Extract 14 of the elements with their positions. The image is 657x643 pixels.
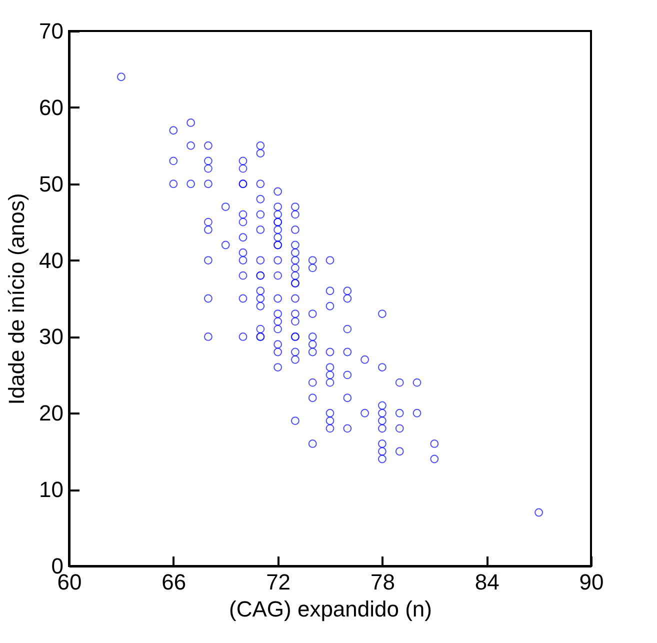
x-tick-label: 72 — [266, 570, 291, 594]
x-tick-label: 84 — [474, 570, 500, 594]
y-tick-label: 30 — [39, 324, 64, 350]
y-tick-label: 60 — [39, 94, 64, 120]
x-tick-label: 78 — [370, 570, 395, 594]
y-tick-label: 10 — [39, 477, 64, 502]
y-tick-label: 50 — [39, 171, 64, 196]
y-axis-title: Idade de início (anos) — [4, 193, 30, 405]
y-tick-label: 40 — [39, 248, 64, 273]
x-axis-title: (CAG) expandido (n) — [229, 596, 432, 622]
x-tick-label: 90 — [579, 570, 604, 594]
y-tick-label: 70 — [39, 18, 64, 44]
y-tick-label: 20 — [39, 400, 64, 426]
x-tick-label: 66 — [162, 570, 186, 594]
